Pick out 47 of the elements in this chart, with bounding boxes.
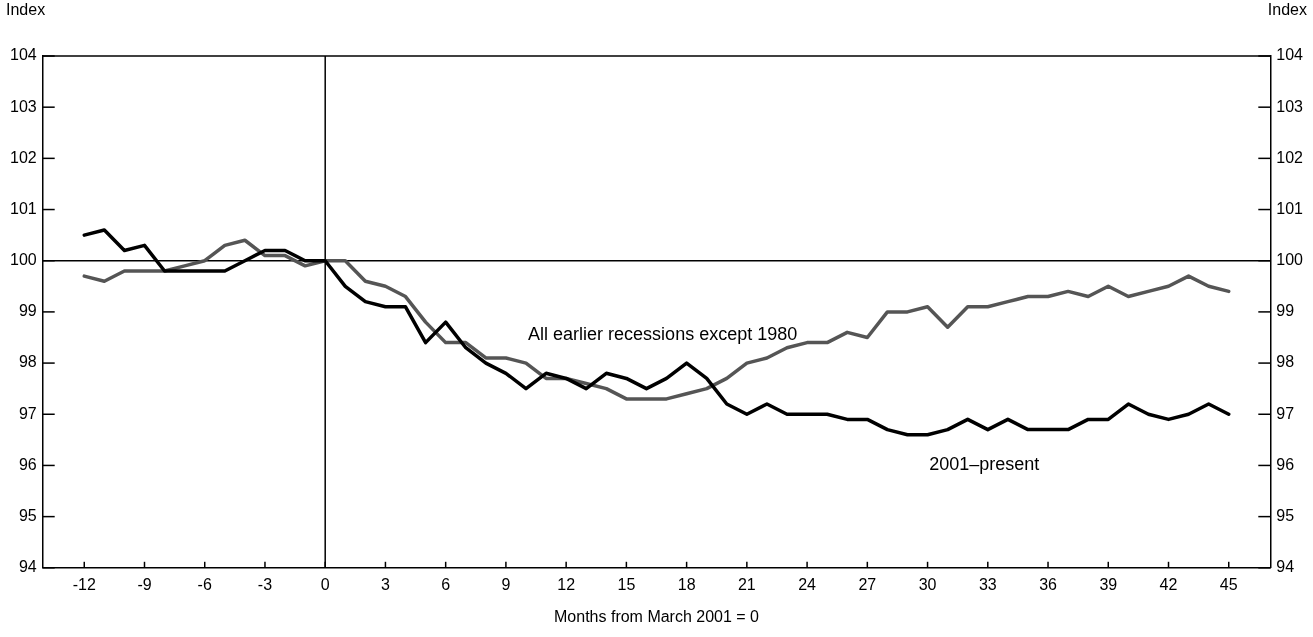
x-tick-label: 36: [1039, 575, 1058, 593]
y2-tick-label: 96: [1276, 455, 1295, 473]
x-tick-label: 33: [978, 575, 997, 593]
y2-tick-label: 102: [1276, 148, 1304, 166]
y2-tick-label: 97: [1276, 404, 1295, 422]
y2-tick-label: 94: [1276, 558, 1295, 576]
x-tick-label: 42: [1159, 575, 1178, 593]
x-axis-title: Months from March 2001 = 0: [554, 608, 760, 626]
x-tick-label: -3: [257, 575, 273, 593]
x-tick-label: 12: [557, 575, 576, 593]
x-tick-label: 15: [617, 575, 636, 593]
x-tick-label: 21: [737, 575, 756, 593]
y2-tick-label: 98: [1276, 353, 1295, 371]
y-tick-label: 104: [9, 46, 37, 64]
y2-tick-label: 99: [1276, 302, 1295, 320]
y2-tick-label: 100: [1276, 251, 1304, 269]
x-tick-label: 6: [441, 575, 451, 593]
y-axis-title: Index: [6, 1, 46, 19]
y-tick-label: 97: [18, 404, 37, 422]
x-tick-label: 24: [798, 575, 817, 593]
series-label: 2001–present: [929, 454, 1040, 475]
y-tick-label: 101: [9, 199, 37, 217]
y2-tick-label: 103: [1276, 97, 1304, 115]
x-tick-label: 39: [1099, 575, 1118, 593]
series-label: All earlier recessions except 1980: [528, 323, 798, 344]
x-tick-label: 3: [380, 575, 390, 593]
x-tick-label: -12: [72, 575, 96, 593]
x-tick-label: 0: [320, 575, 330, 593]
x-tick-label: 18: [677, 575, 696, 593]
y-tick-label: 95: [18, 507, 37, 525]
y2-tick-label: 95: [1276, 507, 1295, 525]
y-tick-label: 94: [18, 558, 37, 576]
y-tick-label: 102: [9, 148, 37, 166]
y2-tick-label: 101: [1276, 199, 1304, 217]
y2-axis-title: Index: [1267, 1, 1307, 19]
y-tick-label: 103: [9, 97, 37, 115]
y-tick-label: 99: [18, 302, 37, 320]
y-tick-label: 100: [9, 251, 37, 269]
y2-tick-label: 104: [1276, 46, 1304, 64]
x-tick-label: 30: [918, 575, 937, 593]
x-tick-label: 45: [1219, 575, 1238, 593]
y-tick-label: 98: [18, 353, 37, 371]
x-tick-label: -6: [197, 575, 212, 593]
x-tick-label: -9: [137, 575, 152, 593]
x-tick-label: 9: [501, 575, 511, 593]
y-tick-label: 96: [18, 455, 37, 473]
x-tick-label: 27: [858, 575, 877, 593]
